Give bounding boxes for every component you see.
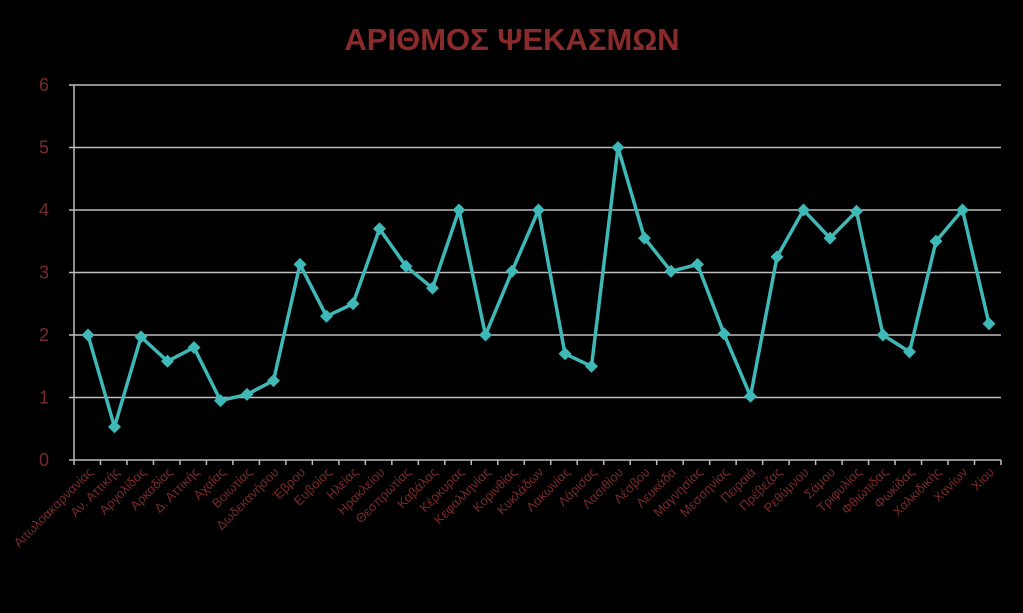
data-point-marker: [267, 374, 280, 388]
data-point-marker: [320, 309, 333, 323]
data-point-marker: [982, 317, 996, 331]
data-point-marker: [134, 330, 148, 344]
data-point-marker: [903, 345, 916, 359]
data-point-marker: [691, 257, 704, 271]
data-point-marker: [611, 141, 625, 154]
data-point-marker: [744, 389, 757, 403]
y-tick-label: 1: [39, 388, 49, 408]
data-point-marker: [452, 203, 466, 217]
data-point-marker: [479, 328, 492, 342]
data-point-marker: [664, 264, 678, 278]
data-point-marker: [876, 328, 890, 342]
y-tick-label: 2: [39, 325, 49, 345]
y-tick-label: 4: [39, 200, 49, 220]
data-point-marker: [717, 327, 731, 341]
data-point-marker: [929, 234, 943, 248]
data-point-marker: [585, 359, 598, 373]
data-point-marker: [399, 259, 413, 273]
data-point-marker: [638, 231, 651, 245]
data-point-marker: [505, 264, 519, 278]
y-tick-label: 0: [39, 450, 49, 470]
data-point-marker: [823, 231, 837, 245]
data-point-marker: [373, 222, 386, 236]
data-point-marker: [426, 281, 439, 295]
axes: [73, 85, 1002, 465]
data-point-marker: [187, 341, 201, 354]
y-tick-label: 5: [39, 138, 49, 158]
y-tick-label: 6: [39, 75, 49, 95]
y-axis-tick-labels: 0 1 2 3 4 5 6: [39, 75, 49, 470]
data-point-marker: [293, 257, 307, 271]
data-point-marker: [850, 204, 863, 218]
data-series: [81, 141, 996, 434]
data-point-marker: [161, 354, 174, 368]
data-point-marker: [346, 297, 360, 311]
data-point-marker: [956, 203, 969, 217]
data-point-marker: [558, 347, 572, 361]
data-point-marker: [81, 328, 95, 342]
data-point-marker: [532, 203, 545, 217]
y-tick-label: 3: [39, 263, 49, 283]
data-point-marker: [214, 394, 227, 408]
data-point-marker: [797, 203, 810, 217]
data-point-marker: [240, 387, 254, 401]
data-point-marker: [770, 250, 784, 264]
data-point-marker: [108, 420, 121, 434]
chart-title: ΑΡΙΘΜΟΣ ΨΕΚΑΣΜΩΝ: [344, 22, 679, 57]
